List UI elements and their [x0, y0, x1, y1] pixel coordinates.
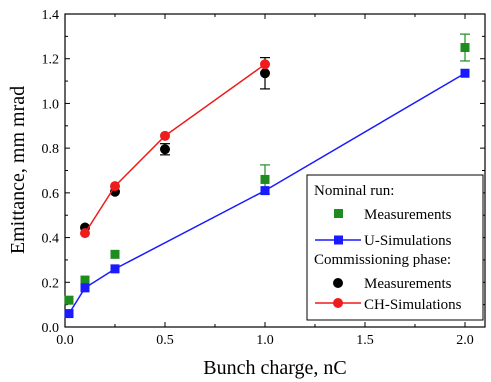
legend-group-title-commissioning: Commissioning phase:: [314, 252, 451, 268]
nominal-measurements-point: [64, 295, 74, 305]
x-axis-title: Bunch charge, nC: [203, 357, 347, 379]
legend-box: [306, 174, 484, 321]
legend-label-ch-simulations: CH-Simulations: [364, 297, 462, 313]
nominal-u-simulations-point: [260, 186, 270, 196]
nominal-measurements-point: [460, 43, 470, 53]
commissioning-ch-simulations-point: [110, 181, 120, 192]
y-tick-label: 0.6: [42, 187, 60, 202]
commissioning-measurements-point: [160, 144, 170, 155]
x-tick-label: 0.0: [56, 333, 74, 348]
x-tick-label: 1.5: [356, 333, 374, 348]
x-tick-label: 1.0: [256, 333, 274, 348]
y-tick-label: 1.0: [42, 97, 60, 112]
legend-label-u-simulations: U-Simulations: [364, 233, 452, 249]
commissioning-ch-simulations-point: [260, 59, 270, 70]
legend-marker-ch-simulations: [333, 298, 343, 308]
legend-marker-u-simulations: [334, 235, 343, 245]
x-tick-label: 2.0: [456, 333, 474, 348]
legend-group-title-nominal: Nominal run:: [314, 183, 394, 199]
y-tick-label: 1.2: [42, 53, 60, 68]
nominal-measurements-point: [110, 249, 120, 259]
y-tick-label: 0.8: [42, 142, 60, 157]
legend-label-nominal-measurements: Measurements: [364, 207, 452, 223]
nominal-measurements-point: [80, 275, 90, 285]
axis-ticks: 0.0 0.5 1.0 1.5 2.0 0.0 0.2 0.4 0.6 0.8 1.0 1.2 1.4: [42, 8, 485, 348]
y-tick-label: 1.4: [42, 8, 60, 23]
legend-marker-commissioning-measurements: [333, 278, 343, 288]
x-tick-label: 0.5: [156, 333, 174, 348]
commissioning-ch-simulations-point: [160, 130, 170, 141]
legend: Nominal run: Measurements U-Simulations …: [306, 174, 484, 321]
y-tick-label: 0.2: [42, 276, 60, 291]
y-tick-label: 0.4: [42, 232, 60, 247]
nominal-u-simulations-point: [64, 309, 74, 319]
legend-marker-nominal-measurements: [334, 209, 343, 218]
y-axis-title: Emittance, mm mrad: [7, 86, 29, 254]
legend-label-commissioning-measurements: Measurements: [364, 276, 452, 292]
nominal-measurements-point: [260, 174, 270, 184]
nominal-u-simulations-point: [110, 264, 120, 274]
data-series: [64, 33, 470, 319]
y-tick-label: 0.0: [42, 321, 60, 336]
nominal-u-simulations-point: [460, 68, 470, 78]
commissioning-ch-simulations-line: [84, 63, 266, 234]
commissioning-ch-simulations-point: [80, 228, 90, 239]
commissioning-measurements-point: [260, 68, 270, 79]
nominal-u-simulations-point: [80, 283, 90, 293]
